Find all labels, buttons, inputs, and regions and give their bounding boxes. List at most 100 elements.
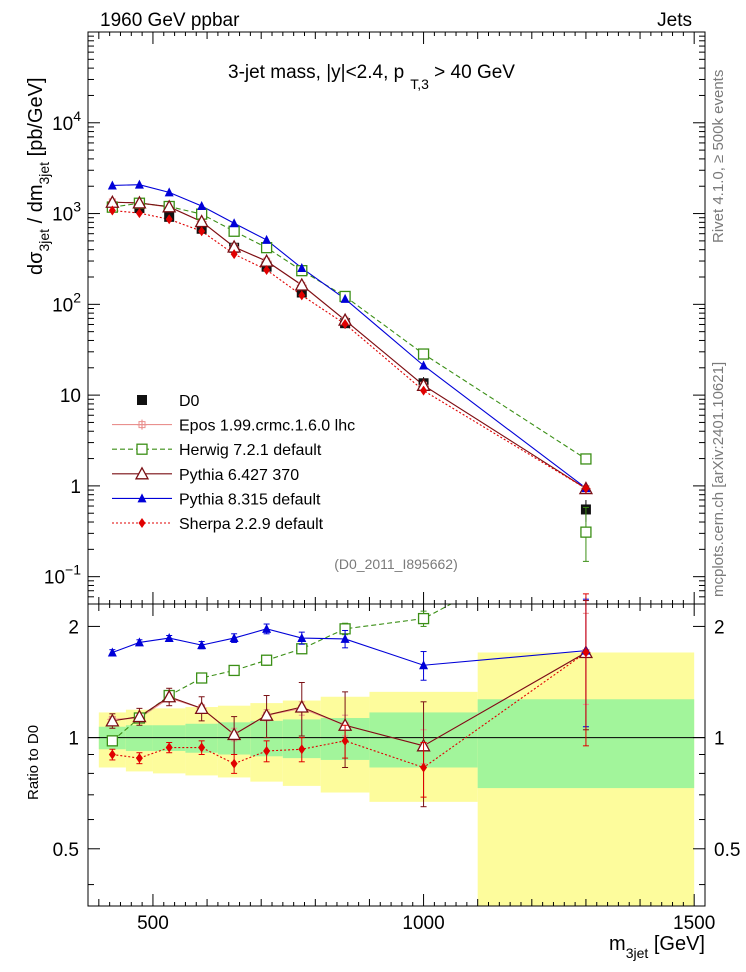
ratio-marker-2-5 bbox=[259, 707, 274, 721]
main-marker-1-9 bbox=[580, 453, 592, 465]
legend-marker-2-shape bbox=[136, 443, 148, 455]
main-marker-3-5-shape bbox=[262, 234, 272, 244]
ratio-marker-4-4 bbox=[230, 758, 238, 769]
legend-marker-5-shape bbox=[138, 518, 146, 528]
ratio-marker-3-7 bbox=[340, 633, 350, 643]
main-marker-1-5-shape bbox=[260, 241, 273, 254]
ratio-marker-1-8-shape bbox=[417, 612, 430, 625]
y-tick-base-2: 10 bbox=[60, 386, 81, 407]
xlabel-unit: [GeV] bbox=[648, 933, 705, 955]
legend-marker-4-shape bbox=[137, 493, 147, 503]
main-marker-3-7-shape bbox=[340, 293, 350, 303]
ratio-marker-3-4 bbox=[229, 633, 239, 643]
title-tail: > 40 GeV bbox=[429, 62, 515, 83]
ylabel-sub2: 3jet bbox=[36, 162, 52, 185]
ratio-line-3 bbox=[112, 628, 586, 666]
title-sub: T,3 bbox=[410, 76, 429, 92]
legend-marker-3 bbox=[134, 466, 150, 480]
y-tick-label-2: 10 bbox=[60, 386, 81, 407]
main-marker-4-3-shape bbox=[198, 226, 206, 237]
ylabel-main: dσ bbox=[25, 251, 47, 275]
ratio-marker-2-3-shape bbox=[194, 701, 209, 715]
ratio-marker-4-5 bbox=[263, 745, 271, 756]
y-tick-base-5: 10 bbox=[52, 114, 73, 135]
ratio-y-label: Ratio to D0 bbox=[25, 725, 42, 800]
ratio-marker-4-8 bbox=[420, 762, 428, 773]
ratio-marker-4-2 bbox=[165, 742, 173, 753]
main-marker-3-1 bbox=[134, 179, 144, 189]
main-marker-4-9-shape bbox=[582, 483, 590, 494]
main-marker-2-1 bbox=[132, 195, 147, 209]
ratio-marker-3-0 bbox=[107, 647, 117, 657]
ratio-marker-2-0 bbox=[105, 713, 120, 727]
main-marker-3-3-shape bbox=[197, 201, 207, 211]
main-marker-4-5 bbox=[263, 264, 271, 275]
ratio-marker-2-1 bbox=[132, 709, 147, 723]
main-marker-3-4 bbox=[229, 218, 239, 228]
ratio-marker-4-6-shape bbox=[298, 744, 306, 755]
ratio-marker-3-5 bbox=[262, 623, 272, 633]
main-marker-4-9 bbox=[582, 483, 590, 494]
main-marker-4-4-shape bbox=[230, 249, 238, 260]
ratio-tick-label-r-1: 1 bbox=[714, 729, 725, 750]
x-axis-label: m3jet [GeV] bbox=[609, 933, 705, 961]
ratio-marker-4-7-shape bbox=[341, 735, 349, 746]
x-tick-label-2: 1500 bbox=[673, 913, 715, 934]
ratio-marker-1-5 bbox=[260, 654, 273, 666]
ratio-marker-3-5-shape bbox=[262, 623, 272, 633]
ratio-marker-4-6 bbox=[298, 744, 306, 755]
ratio-marker-1-4 bbox=[228, 664, 240, 677]
ratio-marker-4-5-shape bbox=[263, 745, 271, 756]
main-marker-4-2-shape bbox=[165, 214, 173, 225]
y-tick-base-0: 10 bbox=[44, 568, 65, 589]
ratio-marker-2-1-shape bbox=[132, 709, 147, 723]
main-marker-1-4 bbox=[228, 225, 240, 237]
main-marker-4-3 bbox=[198, 226, 206, 237]
y-tick-label-1: 1 bbox=[70, 477, 81, 498]
main-marker-2-1-shape bbox=[132, 195, 147, 209]
main-marker-2-2 bbox=[162, 199, 177, 213]
ratio-marker-4-0 bbox=[108, 749, 116, 760]
ratio-marker-3-8-shape bbox=[419, 660, 429, 670]
ratio-marker-3-6-shape bbox=[297, 633, 307, 643]
ratio-tick-label-l-2: 2 bbox=[68, 617, 79, 638]
header-left: 1960 GeV ppbar bbox=[100, 10, 240, 31]
main-marker-4-1-shape bbox=[135, 208, 143, 219]
main-line-2 bbox=[112, 201, 587, 490]
ratio-line-2 bbox=[112, 652, 587, 747]
ratio-tick-label-r-2: 2 bbox=[714, 617, 725, 638]
main-marker-3-1-shape bbox=[134, 179, 144, 189]
main-marker-4-1 bbox=[135, 208, 143, 219]
main-marker-4-7 bbox=[341, 318, 349, 329]
ratio-marker-3-1-shape bbox=[134, 637, 144, 647]
main-marker-4-8 bbox=[420, 385, 428, 396]
ylabel-sub1: 3jet bbox=[36, 229, 52, 252]
main-marker-4-4 bbox=[230, 249, 238, 260]
ratio-marker-4-1 bbox=[135, 753, 143, 764]
y-tick-label-5: 104 bbox=[52, 108, 81, 135]
main-marker-4-7-shape bbox=[341, 318, 349, 329]
legend-marker-0 bbox=[137, 395, 147, 405]
main-marker-4-6 bbox=[298, 290, 306, 301]
main-marker-3-8 bbox=[419, 360, 429, 370]
ratio-marker-4-1-shape bbox=[135, 753, 143, 764]
legend-marker-5 bbox=[138, 518, 146, 528]
ratio-line-4 bbox=[112, 652, 587, 769]
ratio-marker-1-3-shape bbox=[196, 672, 208, 684]
ratio-marker-2-6 bbox=[294, 699, 309, 713]
main-marker-1-5 bbox=[260, 241, 273, 254]
ratio-marker-2-2-shape bbox=[162, 689, 177, 703]
ratio-marker-4-0-shape bbox=[108, 749, 116, 760]
ratio-series-lines bbox=[112, 604, 587, 769]
y-axis-label: dσ3jet / dm3jet [pb/GeV] bbox=[25, 77, 52, 275]
x-tick-label-1: 1000 bbox=[402, 913, 444, 934]
ratio-marker-2-2 bbox=[162, 689, 177, 703]
analysis-id: (D0_2011_I895662) bbox=[334, 556, 458, 572]
main-marker-3-7 bbox=[340, 293, 350, 303]
ratio-marker-2-3 bbox=[194, 701, 209, 715]
ratio-marker-1-4-shape bbox=[228, 664, 240, 677]
stat-band-1 bbox=[125, 725, 153, 751]
main-marker-1-9-shape bbox=[580, 453, 592, 465]
